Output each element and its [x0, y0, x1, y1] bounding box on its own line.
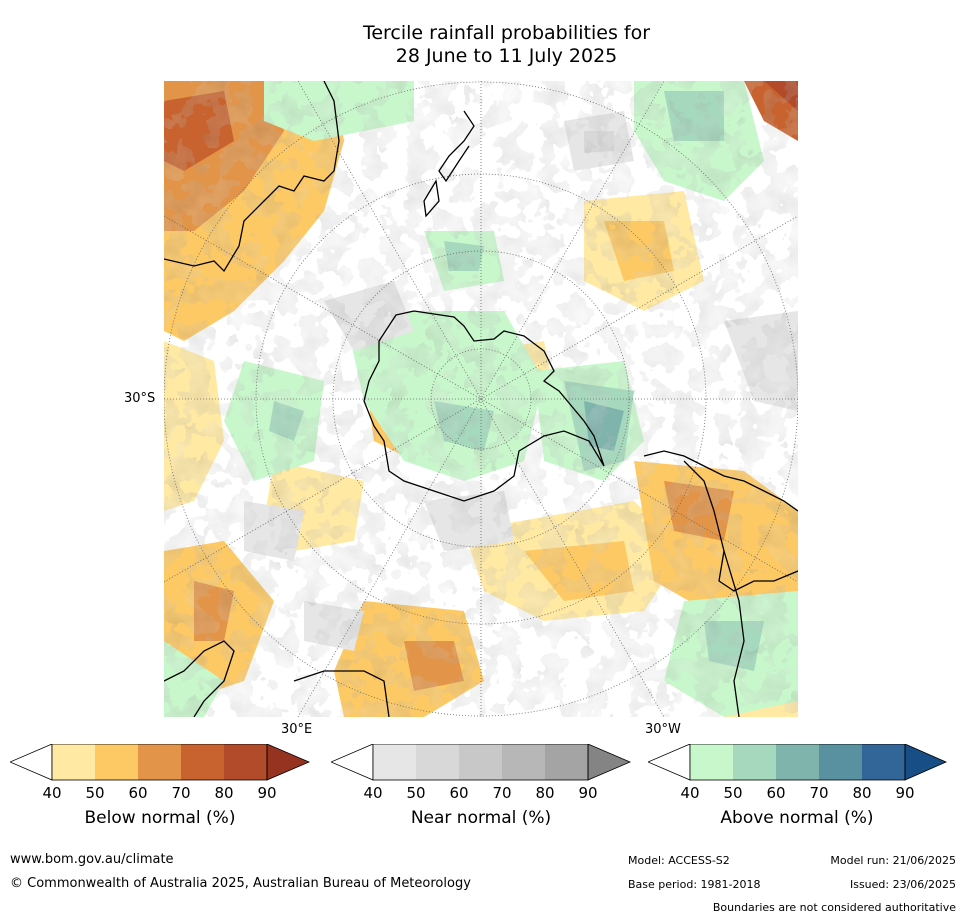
tick: 80 — [214, 784, 234, 802]
colorbar-segment — [224, 744, 267, 780]
colorbar-below-normal: 40 50 60 70 80 90 — [8, 743, 311, 802]
colorbar-above-normal: 40 50 60 70 80 90 — [646, 743, 948, 802]
tick: 40 — [363, 784, 383, 802]
model-run-text: Model run: 21/06/2025 — [830, 854, 956, 867]
colorbar-below-svg — [8, 743, 311, 781]
base-period-text: Base period: 1981-2018 — [628, 878, 761, 891]
colorbar-segment — [416, 744, 459, 780]
lon-label-30e: 30°E — [281, 722, 313, 737]
map-svg — [164, 81, 798, 717]
colorbar-segment — [545, 744, 588, 780]
colorbar-above-svg — [646, 743, 947, 781]
probability-map[interactable] — [164, 81, 798, 717]
colorbar-segment — [8, 743, 53, 781]
tick: 60 — [128, 784, 148, 802]
colorbar-segment — [373, 744, 416, 780]
tick: 90 — [257, 784, 277, 802]
issued-text: Issued: 23/06/2025 — [849, 878, 956, 891]
colorbar-segment — [181, 744, 224, 780]
title-line-2: 28 June to 11 July 2025 — [395, 45, 618, 67]
lon-label-30w: 30°W — [645, 722, 681, 737]
colorbar-segment — [502, 744, 545, 780]
colorbar-above-label: Above normal (%) — [720, 808, 874, 828]
colorbar-segment — [905, 744, 946, 780]
colorbar-below-label: Below normal (%) — [84, 808, 236, 828]
tick: 90 — [578, 784, 598, 802]
tick: 40 — [42, 784, 62, 802]
tick: 90 — [895, 784, 915, 802]
tick: 60 — [449, 784, 469, 802]
tick: 80 — [535, 784, 555, 802]
model-text: Model: ACCESS-S2 — [628, 854, 730, 867]
tick: 50 — [723, 784, 743, 802]
colorbar-segment — [95, 744, 138, 780]
lat-label-30s: 30°S — [124, 391, 156, 406]
colorbar-near-svg — [329, 743, 632, 781]
colorbar-near-normal: 40 50 60 70 80 90 — [329, 743, 632, 802]
tick: 50 — [85, 784, 105, 802]
tick: 70 — [171, 784, 191, 802]
colorbar-segment — [52, 744, 95, 780]
colorbar-near-label: Near normal (%) — [410, 808, 552, 828]
tick: 80 — [852, 784, 872, 802]
colorbar-segment — [690, 744, 733, 780]
chart-title: Tercile rainfall probabilities for 28 Ju… — [0, 22, 965, 68]
tick: 40 — [680, 784, 700, 802]
colorbar-segment — [588, 744, 630, 780]
colorbar-segment — [646, 743, 691, 781]
colorbar-segment — [776, 744, 819, 780]
colorbar-segment — [459, 744, 502, 780]
website-link[interactable]: www.bom.gov.au/climate — [10, 852, 174, 867]
colorbar-segment — [819, 744, 862, 780]
colorbar-segment — [138, 744, 181, 780]
disclaimer-text: Boundaries are not considered authoritat… — [712, 901, 956, 914]
coastlines — [164, 81, 798, 717]
tick: 60 — [766, 784, 786, 802]
colorbar-segment — [862, 744, 905, 780]
colorbar-segment — [329, 743, 374, 781]
tick: 70 — [809, 784, 829, 802]
tick: 50 — [406, 784, 426, 802]
copyright-text: © Commonwealth of Australia 2025, Austra… — [10, 876, 471, 891]
graticule — [164, 81, 798, 717]
colorbar-segment — [733, 744, 776, 780]
tick: 70 — [492, 784, 512, 802]
title-line-1: Tercile rainfall probabilities for — [362, 22, 651, 44]
colorbar-segment — [267, 744, 309, 780]
